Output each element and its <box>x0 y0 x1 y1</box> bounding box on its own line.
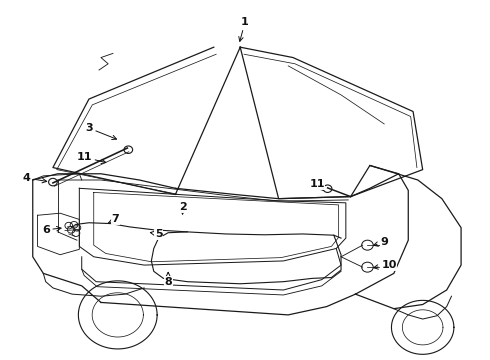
Text: 10: 10 <box>374 260 397 270</box>
Text: 5: 5 <box>150 229 162 239</box>
Text: 3: 3 <box>85 123 117 140</box>
Text: 11: 11 <box>309 179 325 190</box>
Text: 7: 7 <box>108 215 119 224</box>
Text: 8: 8 <box>164 273 172 287</box>
Text: 1: 1 <box>239 17 249 41</box>
Text: 11: 11 <box>76 152 106 163</box>
Text: 6: 6 <box>42 225 61 235</box>
Text: 2: 2 <box>179 202 187 214</box>
Text: 4: 4 <box>23 173 47 183</box>
Text: 9: 9 <box>373 237 388 247</box>
